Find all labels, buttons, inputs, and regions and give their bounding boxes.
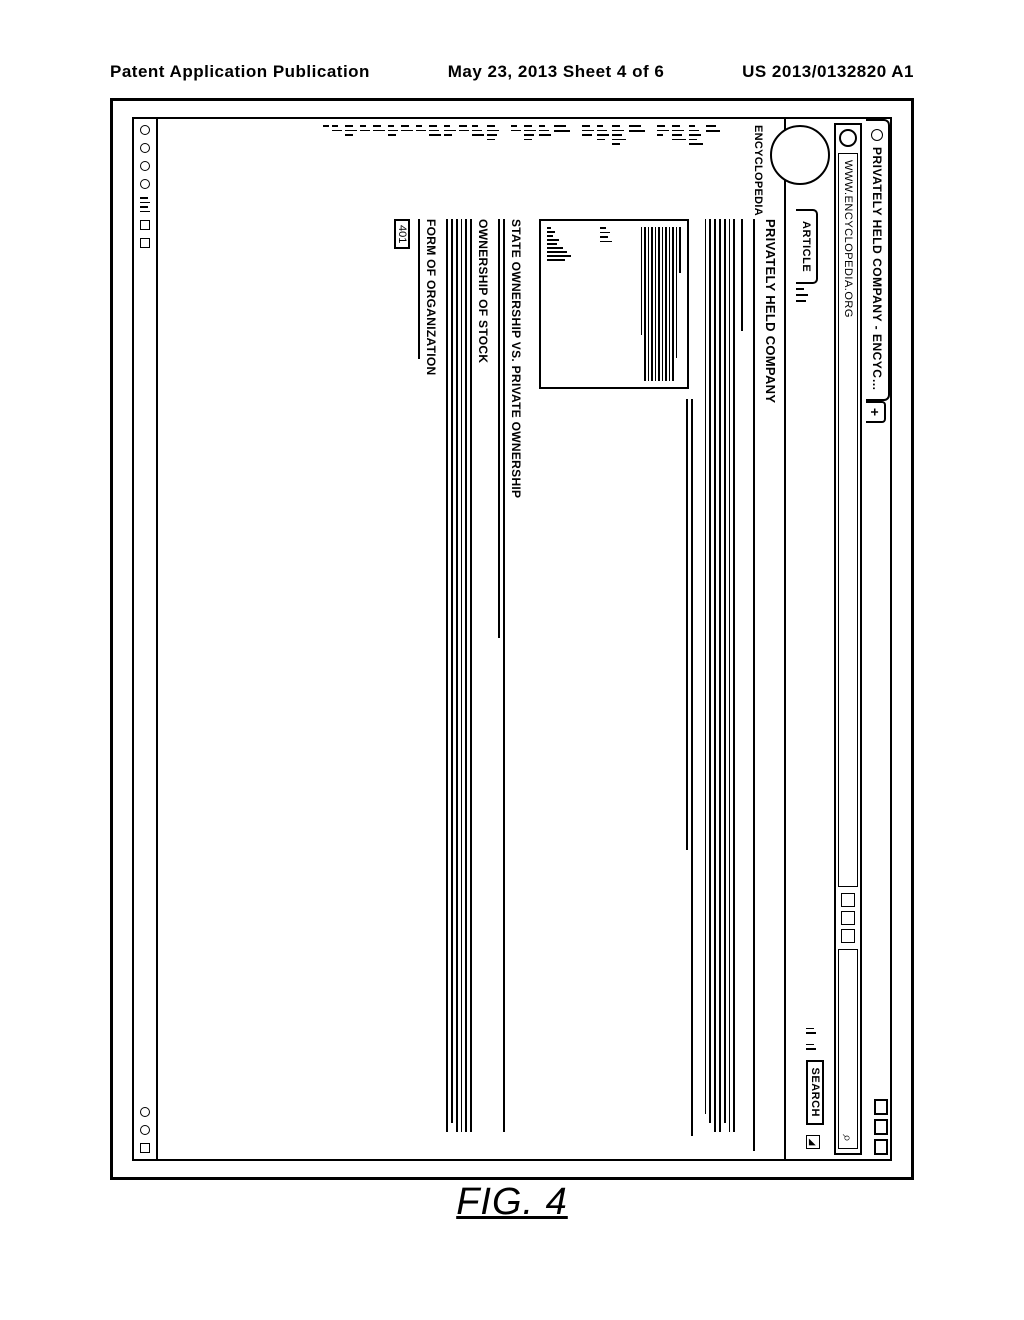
status-bar <box>134 119 158 1159</box>
figure-box[interactable] <box>539 219 689 389</box>
minimize-button[interactable] <box>874 1099 888 1115</box>
sidebar-group[interactable] <box>582 125 645 205</box>
search-field[interactable]: ⌕ <box>838 949 858 1149</box>
paragraph <box>498 219 505 1151</box>
navlink-placeholder[interactable] <box>806 1028 816 1034</box>
sidebar-group[interactable] <box>323 125 499 205</box>
header-center: May 23, 2013 Sheet 4 of 6 <box>448 62 665 82</box>
site-logo-icon[interactable] <box>770 125 830 185</box>
maximize-button[interactable] <box>874 1119 888 1135</box>
toolbar-icon[interactable] <box>841 911 855 925</box>
status-icon[interactable] <box>140 143 150 153</box>
sidebar-group[interactable] <box>511 125 570 205</box>
window-controls <box>864 1099 890 1159</box>
navlink-placeholder[interactable] <box>806 1044 816 1050</box>
url-text: WWW.ENCYCLOPEDIA.ORG <box>842 160 854 318</box>
status-icon[interactable] <box>140 220 150 230</box>
dropdown-icon[interactable]: ◢ <box>806 1135 820 1149</box>
article-tab[interactable]: ARTICLE <box>796 209 818 284</box>
toolbar: WWW.ENCYCLOPEDIA.ORG ⌕ <box>834 123 862 1155</box>
paragraph <box>446 219 472 1151</box>
status-icon[interactable] <box>140 1107 150 1117</box>
figure-label: FIG. 4 <box>0 1181 1024 1224</box>
close-button[interactable] <box>874 1139 888 1155</box>
toolbar-icons <box>841 893 855 943</box>
sidebar: ENCYCLOPEDIA <box>158 119 784 211</box>
paragraph <box>418 219 420 1151</box>
status-icon[interactable] <box>140 125 150 135</box>
sidebar-group[interactable] <box>657 125 720 205</box>
status-icon[interactable] <box>140 238 150 248</box>
back-button[interactable] <box>839 129 857 147</box>
status-icon[interactable] <box>140 161 150 171</box>
section-heading: OWNERSHIP OF STOCK <box>476 219 490 1151</box>
magnifier-icon: ⌕ <box>840 1134 857 1142</box>
page-title: PRIVATELY HELD COMPANY <box>763 219 778 1151</box>
page-header: ARTICLE SEARCH ◢ <box>784 119 832 1159</box>
status-icon[interactable] <box>140 179 150 189</box>
page-frame: PRIVATELY HELD COMPANY - ENCYC… + WWW.EN… <box>110 98 914 1180</box>
paragraph-with-image <box>535 219 693 1151</box>
section-heading: STATE OWNERSHIP VS. PRIVATE OWNERSHIP <box>509 219 523 1151</box>
browser-window: PRIVATELY HELD COMPANY - ENCYC… + WWW.EN… <box>132 117 892 1161</box>
favicon-icon <box>871 129 883 141</box>
header-right: US 2013/0132820 A1 <box>742 62 914 82</box>
status-text-placeholder <box>140 197 150 212</box>
header-left: Patent Application Publication <box>110 62 370 82</box>
status-icon[interactable] <box>140 1125 150 1135</box>
new-tab-button[interactable]: + <box>866 401 886 423</box>
search-button[interactable]: SEARCH <box>806 1060 824 1125</box>
toolbar-icon[interactable] <box>841 929 855 943</box>
tab-placeholder-icon <box>796 288 808 302</box>
titlebar: PRIVATELY HELD COMPANY - ENCYC… + <box>864 119 890 1159</box>
browser-tab[interactable]: PRIVATELY HELD COMPANY - ENCYC… <box>866 119 890 401</box>
tab-title: PRIVATELY HELD COMPANY - ENCYC… <box>870 147 884 391</box>
toolbar-icon[interactable] <box>841 893 855 907</box>
article-body: PRIVATELY HELD COMPANY <box>158 211 784 1159</box>
status-icon[interactable] <box>140 1143 150 1153</box>
divider <box>753 219 755 1151</box>
intro-paragraph <box>705 219 743 1151</box>
section-heading: FORM OF ORGANIZATION <box>424 219 438 1151</box>
chart-icon <box>547 227 575 381</box>
reference-callout: 401 <box>394 219 410 249</box>
url-field[interactable]: WWW.ENCYCLOPEDIA.ORG <box>838 153 858 887</box>
encyclopedia-label: ENCYCLOPEDIA <box>752 125 764 216</box>
content-area: ENCYCLOPEDIA <box>158 119 784 1159</box>
caption-placeholder <box>600 227 612 381</box>
